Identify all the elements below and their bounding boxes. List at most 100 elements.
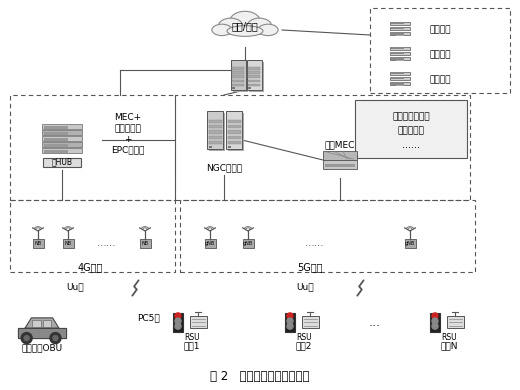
Bar [42, 136, 82, 141]
Circle shape [432, 323, 438, 329]
Bar [228, 145, 230, 147]
Bar [390, 52, 410, 55]
Bar [390, 32, 410, 35]
Bar [228, 120, 240, 123]
Bar [391, 27, 404, 29]
Bar [32, 319, 41, 327]
Bar [391, 77, 404, 79]
Bar [232, 80, 244, 82]
Bar [180, 200, 475, 272]
Text: 光HUB: 光HUB [51, 158, 72, 167]
Bar [248, 80, 260, 82]
Bar [248, 84, 260, 87]
Text: 4G基站: 4G基站 [77, 262, 102, 272]
Text: +: + [124, 135, 132, 144]
Bar [228, 136, 240, 139]
Bar [42, 130, 82, 135]
Bar [230, 60, 245, 90]
Bar [323, 151, 357, 160]
Bar [249, 62, 264, 92]
Bar [391, 72, 404, 74]
Text: EPC核心网: EPC核心网 [111, 145, 145, 154]
Circle shape [24, 335, 29, 340]
Bar [209, 130, 222, 134]
Polygon shape [18, 328, 66, 338]
Bar [228, 130, 240, 134]
Bar [42, 148, 82, 153]
Text: 车载单元OBU: 车载单元OBU [21, 344, 62, 353]
Bar [232, 75, 244, 78]
Bar [242, 239, 254, 248]
Text: ...: ... [369, 316, 381, 328]
Circle shape [287, 323, 293, 329]
Bar [44, 138, 68, 140]
Bar [390, 27, 410, 30]
Bar [232, 84, 244, 87]
Bar [62, 239, 73, 248]
Bar [139, 239, 150, 248]
Bar [391, 32, 404, 34]
Bar [248, 87, 251, 89]
Text: gNB: gNB [405, 241, 415, 246]
Bar [209, 125, 222, 128]
Circle shape [175, 313, 181, 319]
Bar [248, 67, 260, 69]
Bar [43, 319, 51, 327]
Ellipse shape [247, 18, 271, 34]
Circle shape [175, 323, 181, 329]
Bar [44, 150, 68, 152]
Bar [302, 316, 318, 328]
Bar [396, 74, 404, 75]
Bar [232, 71, 244, 74]
Text: RSU: RSU [184, 333, 200, 342]
Bar [209, 113, 225, 151]
Bar [391, 47, 404, 49]
Text: Uu口: Uu口 [296, 282, 314, 291]
Bar [228, 113, 244, 151]
Text: Uu口: Uu口 [66, 282, 84, 291]
Bar [32, 239, 44, 248]
Bar [447, 316, 463, 328]
Text: 路口N: 路口N [440, 342, 458, 351]
Bar [10, 200, 175, 272]
Text: ……: …… [305, 238, 325, 248]
Circle shape [175, 318, 181, 324]
Text: MEC+: MEC+ [114, 112, 141, 122]
Text: PC5口: PC5口 [137, 314, 159, 323]
Bar [391, 82, 404, 85]
Text: 红绻灯控制策略: 红绻灯控制策略 [392, 112, 430, 122]
Ellipse shape [230, 11, 260, 31]
Text: gNB: gNB [243, 241, 253, 246]
Text: NGC核心网: NGC核心网 [206, 163, 242, 172]
Bar [248, 75, 260, 78]
Text: 5G基站: 5G基站 [297, 262, 323, 272]
Bar [248, 71, 260, 74]
Bar [390, 72, 410, 74]
Bar [325, 164, 355, 167]
Bar [44, 132, 68, 135]
Ellipse shape [227, 26, 263, 36]
Bar [232, 62, 248, 92]
Bar [232, 67, 244, 69]
Bar [390, 77, 410, 80]
Text: 应用服务器: 应用服务器 [114, 124, 141, 133]
Text: 应用平台: 应用平台 [430, 76, 451, 85]
Bar [226, 111, 242, 149]
Ellipse shape [258, 24, 278, 35]
Bar [390, 57, 410, 60]
Bar [42, 124, 82, 129]
Text: gNB: gNB [205, 241, 215, 246]
Bar [189, 316, 206, 328]
Bar [173, 312, 183, 332]
Text: NB: NB [141, 241, 149, 246]
Ellipse shape [218, 18, 243, 34]
Bar [228, 141, 240, 144]
Circle shape [432, 318, 438, 324]
Text: 图 2   綠波通行系统组网架构: 图 2 綠波通行系统组网架构 [210, 369, 310, 383]
Bar [175, 95, 470, 200]
Bar [246, 60, 262, 90]
Circle shape [287, 318, 293, 324]
Text: ……: …… [97, 238, 117, 248]
Text: 数据中心: 数据中心 [430, 50, 451, 60]
Bar [43, 158, 81, 167]
